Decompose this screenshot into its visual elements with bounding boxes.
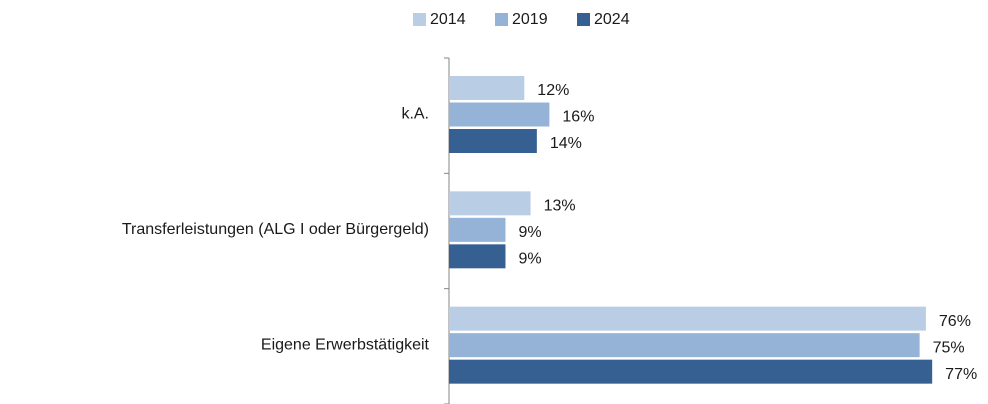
bar bbox=[449, 76, 525, 100]
legend-swatch bbox=[577, 13, 590, 26]
data-label: 14% bbox=[550, 135, 582, 152]
bar bbox=[449, 244, 506, 269]
legend-label: 2014 bbox=[430, 11, 466, 28]
data-label: 12% bbox=[537, 82, 569, 99]
category-label: Eigene Erwerbstätigkeit bbox=[261, 336, 430, 353]
bar bbox=[449, 359, 933, 384]
bar bbox=[449, 129, 537, 153]
bar bbox=[449, 306, 926, 331]
bar bbox=[449, 217, 506, 242]
data-label: 76% bbox=[939, 313, 971, 330]
legend-swatch bbox=[495, 13, 508, 26]
data-label: 9% bbox=[518, 224, 541, 241]
bar bbox=[449, 191, 531, 216]
data-label: 16% bbox=[562, 109, 594, 126]
category-label: Transferleistungen (ALG I oder Bürgergel… bbox=[122, 221, 429, 238]
bar bbox=[449, 333, 920, 358]
legend-swatch bbox=[413, 13, 426, 26]
data-label: 77% bbox=[945, 366, 977, 383]
bar bbox=[449, 102, 550, 127]
legend-label: 2019 bbox=[512, 11, 548, 28]
legend-label: 2024 bbox=[594, 11, 630, 28]
data-label: 75% bbox=[933, 339, 965, 356]
data-label: 9% bbox=[518, 251, 541, 268]
category-label: k.A. bbox=[401, 106, 429, 123]
data-label: 13% bbox=[544, 198, 576, 215]
